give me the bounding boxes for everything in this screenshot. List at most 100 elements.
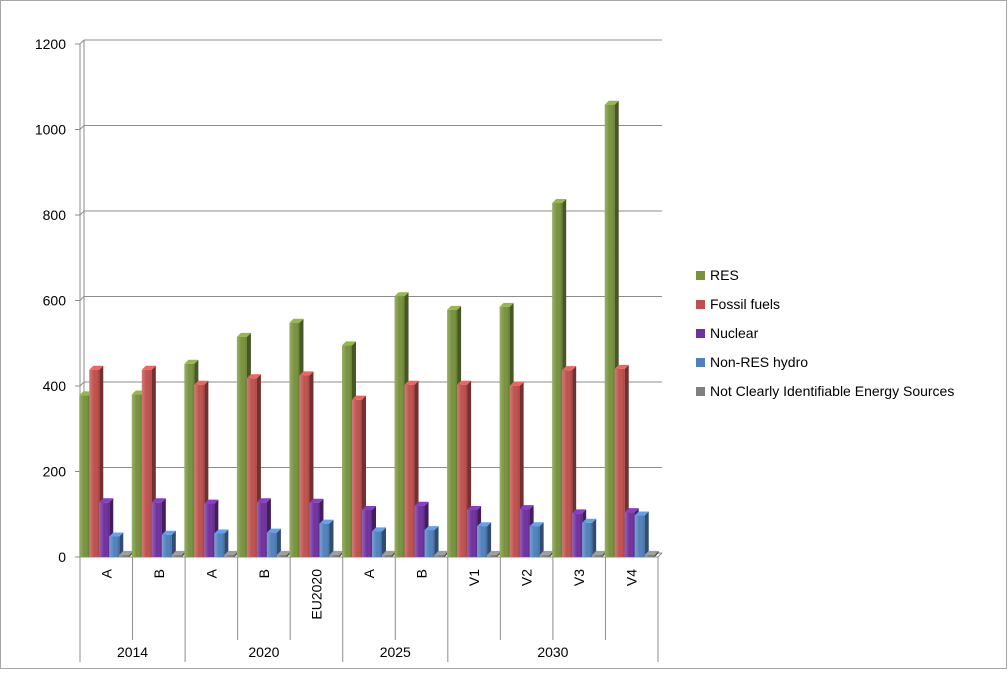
bar-top bbox=[552, 199, 567, 204]
bar-side bbox=[171, 530, 176, 557]
bar-side bbox=[224, 529, 229, 557]
bar-shading bbox=[246, 378, 257, 557]
category-label: B bbox=[414, 569, 430, 578]
bar-top bbox=[582, 518, 597, 523]
bar bbox=[372, 527, 386, 557]
bar-shading bbox=[342, 345, 352, 557]
bar-top bbox=[362, 505, 376, 510]
bar-top bbox=[161, 530, 176, 535]
bar-top bbox=[266, 528, 281, 533]
bar-top bbox=[342, 341, 356, 346]
bar-shading bbox=[552, 203, 563, 557]
bar-top bbox=[519, 505, 534, 510]
bar-shading bbox=[329, 554, 340, 557]
bar-top bbox=[477, 522, 492, 527]
bar-top bbox=[562, 366, 577, 371]
bar-shading bbox=[592, 554, 603, 557]
bar-top bbox=[151, 498, 166, 503]
y-tick-label: 0 bbox=[58, 549, 66, 565]
bar bbox=[582, 518, 597, 557]
bar-shading bbox=[634, 515, 645, 557]
bar-shading bbox=[184, 363, 195, 557]
bar bbox=[562, 366, 577, 557]
bar-top bbox=[644, 550, 659, 555]
bar-shading bbox=[582, 522, 593, 557]
legend-swatch bbox=[696, 300, 705, 309]
legend-entry: Fossil fuels bbox=[696, 296, 780, 312]
legend-label: Not Clearly Identifiable Energy Sources bbox=[710, 383, 954, 399]
y-tick-label: 200 bbox=[43, 464, 67, 480]
bar bbox=[329, 550, 344, 557]
category-axis-labels: A B A B EU2020 A B V1 V2 V3 V4 2014 2020 2025 2030 bbox=[79, 557, 659, 662]
y-tick-label: 1200 bbox=[35, 36, 66, 52]
bar-top bbox=[109, 532, 124, 537]
bar-top bbox=[171, 550, 186, 555]
legend-swatch bbox=[696, 387, 705, 396]
bar-shading bbox=[266, 532, 277, 557]
bar-top bbox=[457, 380, 472, 385]
bar-shading bbox=[276, 554, 287, 557]
legend-entry: Not Clearly Identifiable Energy Sources bbox=[696, 383, 954, 399]
bar-shading bbox=[299, 375, 310, 557]
group-label: 2020 bbox=[248, 644, 279, 660]
gridline-depth bbox=[79, 39, 85, 45]
bars bbox=[79, 100, 659, 557]
bar-top bbox=[352, 395, 366, 400]
bar-top bbox=[614, 364, 629, 369]
legend-swatch bbox=[696, 271, 705, 280]
bar-shading bbox=[562, 370, 573, 557]
bar bbox=[634, 511, 649, 557]
bar-top bbox=[119, 550, 134, 555]
bar-top bbox=[592, 550, 607, 555]
bar-top bbox=[634, 511, 649, 516]
bar-shading bbox=[382, 554, 392, 557]
bar-top bbox=[394, 292, 409, 297]
bar bbox=[477, 522, 492, 557]
bar-top bbox=[604, 100, 619, 105]
bar-shading bbox=[457, 384, 468, 557]
bar-shading bbox=[309, 502, 320, 557]
bar bbox=[319, 519, 334, 557]
bar-shading bbox=[509, 386, 520, 557]
bar-shading bbox=[131, 394, 142, 557]
y-tick-label: 400 bbox=[43, 378, 67, 394]
bar-top bbox=[467, 505, 482, 510]
bar-shading bbox=[224, 554, 235, 557]
bar-shading bbox=[119, 554, 130, 557]
bar-shading bbox=[414, 505, 425, 557]
bar-top bbox=[487, 550, 502, 555]
bar-top bbox=[624, 508, 639, 513]
bar-top bbox=[319, 519, 334, 524]
category-label: B bbox=[256, 569, 272, 578]
bar-shading bbox=[539, 554, 550, 557]
bar-shading bbox=[99, 502, 110, 557]
bar-side bbox=[539, 522, 544, 557]
bar-top bbox=[509, 382, 524, 386]
category-label: B bbox=[151, 569, 167, 578]
bar-top bbox=[529, 522, 544, 527]
y-tick-label: 1000 bbox=[35, 122, 66, 138]
bar-shading bbox=[372, 531, 382, 557]
bar-shading bbox=[161, 534, 172, 557]
bar bbox=[214, 529, 229, 557]
bar-shading bbox=[404, 384, 415, 557]
bar-shading bbox=[487, 554, 498, 557]
legend: RES Fossil fuels Nuclear Non-RES hydro Not C… bbox=[696, 267, 954, 399]
bar-top bbox=[204, 499, 219, 504]
y-tick-label: 800 bbox=[43, 207, 67, 223]
bar-side bbox=[382, 527, 386, 557]
bar-top bbox=[214, 529, 229, 534]
bar-shading bbox=[141, 369, 152, 557]
category-label: V1 bbox=[466, 569, 482, 586]
bar bbox=[161, 530, 176, 557]
legend-swatch bbox=[696, 358, 705, 367]
bar bbox=[109, 532, 124, 557]
bar-shading bbox=[499, 306, 510, 557]
group-label: 2025 bbox=[380, 644, 411, 660]
legend-entry: RES bbox=[696, 267, 739, 283]
bar-shading bbox=[214, 533, 225, 557]
bar bbox=[276, 550, 291, 557]
gridline-depth bbox=[79, 125, 85, 130]
